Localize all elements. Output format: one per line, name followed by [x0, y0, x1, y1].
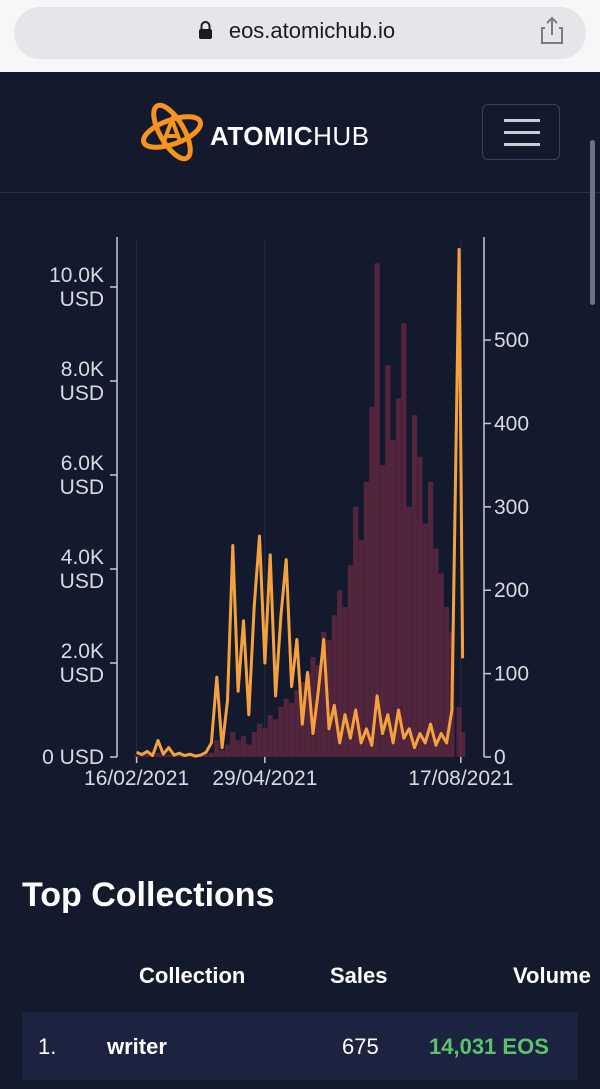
column-header[interactable]: Volume — [513, 963, 591, 988]
bar — [240, 736, 247, 757]
lock-icon — [199, 29, 212, 39]
bar — [294, 690, 300, 757]
section-title: Top Collections — [22, 876, 275, 914]
bar — [433, 548, 439, 757]
y2-tick-label: 300 — [494, 496, 529, 519]
bar — [203, 754, 209, 757]
bar — [256, 723, 263, 757]
bar — [395, 398, 402, 757]
chart: 0 100 200 300 400 500 16/02/2021 29/04/2021 17/0… — [84, 237, 529, 790]
bar — [326, 640, 332, 757]
bar — [390, 440, 396, 757]
volume: 14,031 EOS — [429, 1034, 549, 1059]
bar — [251, 731, 257, 757]
bar — [411, 415, 418, 757]
address-bar[interactable] — [14, 7, 586, 59]
bar — [422, 523, 428, 757]
bar — [262, 727, 268, 757]
scrollbar — [590, 140, 595, 305]
logo — [141, 102, 203, 162]
bar — [321, 631, 327, 757]
bar — [369, 406, 375, 757]
y-tick-label: 2.0K USD — [59, 640, 104, 687]
bar — [139, 756, 145, 757]
y-tick-label: 6.0K USD — [59, 452, 104, 499]
table-row[interactable] — [22, 1012, 578, 1080]
url: eos.atomichub.io — [0, 18, 600, 44]
bar — [267, 715, 273, 757]
y2-tick-label: 400 — [494, 412, 529, 435]
bar — [214, 740, 220, 757]
sales: 675 — [342, 1034, 379, 1059]
bar — [363, 481, 370, 757]
bar — [305, 673, 311, 757]
bar — [155, 752, 161, 757]
bar — [278, 706, 284, 757]
line — [136, 247, 465, 758]
bar — [347, 565, 353, 757]
bar — [374, 263, 380, 757]
browser-icons — [199, 16, 563, 44]
bar — [353, 506, 359, 757]
y2-tick-label: 500 — [494, 329, 529, 352]
bar — [342, 606, 348, 757]
bar — [133, 755, 140, 757]
lock-shackle — [200, 21, 211, 29]
bar — [379, 465, 386, 757]
bar — [315, 665, 321, 757]
header-divider — [0, 192, 600, 193]
rank: 1. — [38, 1034, 57, 1059]
bar — [417, 456, 423, 757]
column-header[interactable]: Sales — [330, 963, 388, 988]
column-header[interactable]: Collection — [139, 963, 246, 988]
bar — [406, 506, 412, 757]
bar — [456, 706, 462, 757]
bar — [460, 731, 466, 757]
collection-name[interactable]: writer — [107, 1034, 167, 1059]
x-tick-label: 16/02/2021 — [84, 767, 189, 790]
menu-button[interactable] — [482, 104, 560, 160]
bar — [438, 573, 444, 757]
y2-tick-label: 200 — [494, 579, 529, 602]
y2-tick-label: 0 — [494, 746, 506, 769]
bar — [310, 656, 316, 757]
y-tick-label: 0 USD — [42, 746, 104, 769]
x-tick-label: 17/08/2021 — [408, 767, 513, 790]
bar — [337, 590, 343, 757]
bar — [385, 365, 391, 757]
bar — [208, 752, 215, 757]
bar — [187, 755, 193, 757]
bar — [160, 755, 166, 757]
y-tick-label: 4.0K USD — [59, 546, 104, 593]
browser-bar: eos.atomichub.io — [0, 0, 600, 72]
bar — [246, 744, 252, 757]
bar — [288, 702, 295, 757]
share-icon[interactable] — [541, 16, 563, 44]
bar — [166, 754, 172, 757]
y-tick-label: 8.0K USD — [59, 358, 104, 405]
url-text: eos.atomichub.io — [228, 18, 396, 43]
bar — [235, 740, 241, 757]
bar — [272, 719, 279, 757]
bar — [401, 323, 407, 757]
logo-icon — [141, 102, 203, 162]
brand-light: HUB — [313, 121, 370, 151]
bar — [230, 731, 236, 757]
bar — [427, 481, 434, 757]
brand-bold: ATOMIC — [210, 121, 314, 151]
bar — [219, 750, 225, 757]
bar — [144, 754, 150, 757]
bar — [443, 606, 450, 757]
bar — [283, 698, 289, 757]
y-tick-label: 10.0K USD — [49, 264, 104, 311]
bar — [331, 615, 337, 757]
brand[interactable]: ATOMICHUB — [210, 121, 370, 152]
bar — [358, 540, 364, 757]
bar — [224, 744, 231, 757]
x-tick-label: 29/04/2021 — [212, 767, 317, 790]
bar — [176, 755, 182, 757]
y2-tick-label: 100 — [494, 663, 529, 686]
